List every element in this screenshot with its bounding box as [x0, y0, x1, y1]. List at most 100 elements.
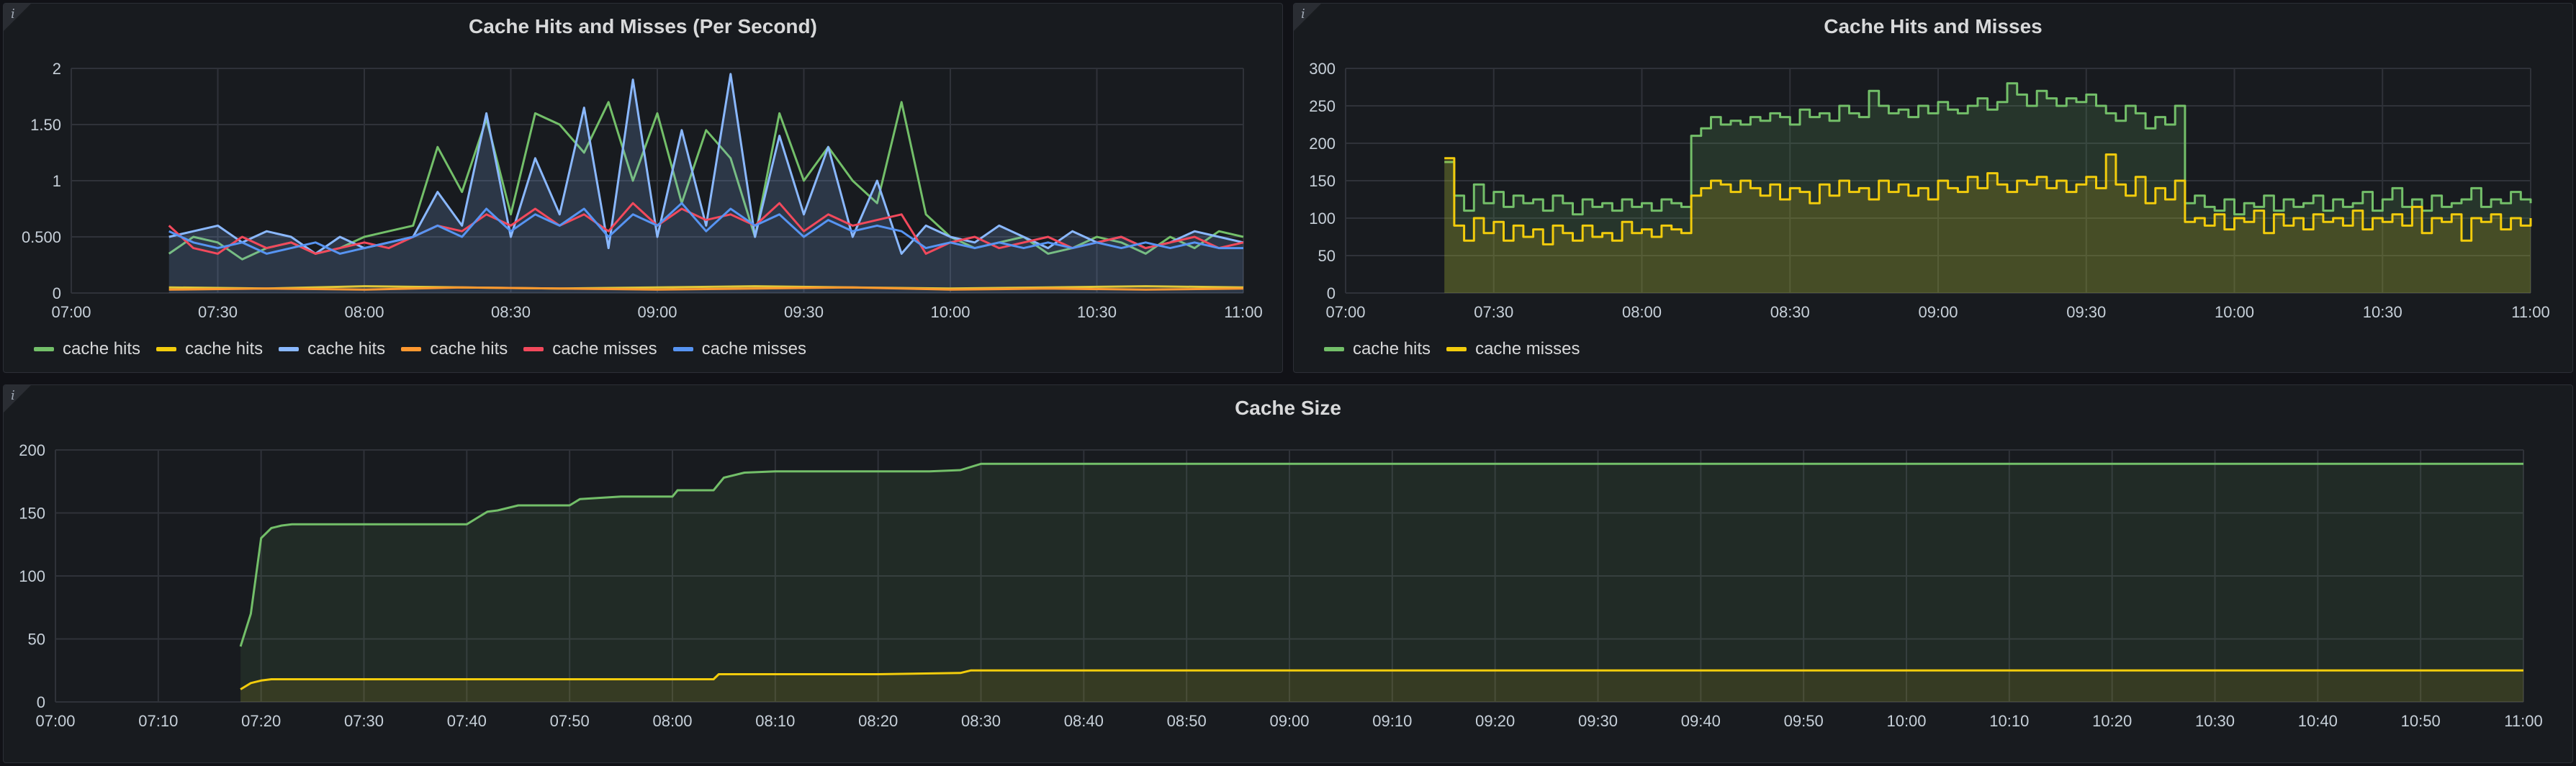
x-tick-label: 10:40 [2298, 712, 2338, 730]
panel-cache-hits-misses: i Cache Hits and Misses 0 50 100 150 200 250 3… [1293, 3, 2573, 373]
x-tick-label: 08:50 [1167, 712, 1207, 730]
x-tick-label: 07:20 [241, 712, 281, 730]
series-line[interactable] [240, 669, 2523, 690]
legend-label: cache misses [552, 339, 657, 359]
legend-swatch [1446, 347, 1467, 351]
x-tick-label: 10:00 [1886, 712, 1926, 730]
legend-item[interactable]: cache misses [1446, 339, 1580, 359]
x-tick-label: 08:00 [652, 712, 692, 730]
y-tick-label: 300 [1309, 60, 1336, 78]
y-tick-label: 2 [53, 60, 61, 78]
legend-item[interactable]: cache misses [523, 339, 657, 359]
series-line[interactable] [1444, 82, 2532, 216]
legend-label: cache misses [1475, 339, 1580, 359]
x-tick-label: 07:00 [1325, 303, 1365, 321]
legend-item[interactable]: cache hits [279, 339, 385, 359]
info-icon[interactable]: i [11, 388, 15, 403]
x-tick-label: 11:00 [2504, 712, 2542, 730]
x-tick-label: 07:30 [1474, 303, 1513, 321]
legend-item[interactable]: cache hits [1324, 339, 1431, 359]
series-line[interactable] [239, 462, 2523, 647]
legend-item[interactable]: cache misses [672, 339, 807, 359]
legend-item[interactable]: cache hits [401, 339, 508, 359]
x-tick-label: 09:00 [1269, 712, 1309, 730]
info-icon[interactable]: i [1301, 6, 1305, 22]
x-tick-label: 07:50 [550, 712, 590, 730]
x-tick-label: 08:40 [1064, 712, 1104, 730]
x-tick-label: 10:10 [1989, 712, 2029, 730]
series-line[interactable] [168, 202, 1244, 255]
legend-label: cache hits [63, 339, 141, 359]
x-tick-label: 07:30 [344, 712, 384, 730]
info-corner[interactable] [4, 4, 31, 31]
series-area [168, 73, 1244, 294]
x-tick-label: 10:20 [2092, 712, 2132, 730]
legend-item[interactable]: cache hits [156, 339, 263, 359]
y-tick-label: 1 [53, 172, 61, 190]
panel-title: Cache Hits and Misses (Per Second) [469, 15, 817, 37]
legend-label: cache misses [701, 339, 807, 359]
legend: cache hits cache hits cache hits cache hits… [34, 339, 806, 359]
series-line[interactable] [168, 286, 1244, 291]
x-tick-label: 10:50 [2401, 712, 2441, 730]
legend-swatch [672, 347, 693, 351]
x-tick-label: 08:30 [961, 712, 1001, 730]
info-icon[interactable]: i [11, 6, 15, 22]
legend: cache hits cache misses [1324, 339, 1580, 359]
x-tick-label: 10:30 [1077, 303, 1117, 321]
chart-cache-hits-per-second: 0 0.500 1 1.50 2 07:00 07:30 08:00 08:30 09:00 09:… [22, 60, 1263, 321]
series-line[interactable] [1444, 153, 2532, 245]
x-tick-label: 09:50 [1784, 712, 1824, 730]
x-tick-label: 09:20 [1475, 712, 1515, 730]
series-area [1444, 154, 2531, 293]
x-tick-label: 09:30 [784, 303, 824, 321]
y-tick-label: 0 [1327, 284, 1336, 302]
panel-title: Cache Hits and Misses [1824, 15, 2043, 37]
legend-swatch [279, 347, 300, 351]
legend-label: cache hits [1353, 339, 1431, 359]
legend-swatch [34, 347, 54, 351]
x-tick-label: 07:00 [51, 303, 91, 321]
x-tick-label: 08:30 [1770, 303, 1810, 321]
legend-label: cache hits [185, 339, 264, 359]
x-tick-label: 08:30 [491, 303, 531, 321]
chart-cache-size: 0 50 100 150 200 07:00 07:10 07:20 07:30 07:40 07:… [19, 441, 2542, 730]
y-tick-label: 100 [19, 567, 45, 585]
x-tick-label: 10:00 [2215, 303, 2254, 321]
x-tick-label: 09:40 [1681, 712, 1721, 730]
x-tick-label: 09:00 [637, 303, 677, 321]
series-line[interactable] [168, 285, 1244, 290]
info-corner[interactable] [4, 385, 31, 413]
legend-swatch [156, 347, 177, 351]
info-corner[interactable] [1294, 4, 1321, 31]
x-tick-label: 08:20 [858, 712, 898, 730]
series-line[interactable] [168, 101, 1244, 261]
series-area [240, 670, 2523, 702]
y-tick-label: 0 [53, 284, 61, 302]
legend-swatch [401, 347, 422, 351]
x-tick-label: 08:00 [344, 303, 384, 321]
x-tick-label: 09:30 [1578, 712, 1618, 730]
y-tick-label: 0 [37, 693, 45, 711]
x-tick-label: 09:30 [2066, 303, 2106, 321]
legend-label: cache hits [307, 339, 386, 359]
legend-item[interactable]: cache hits [34, 339, 140, 359]
legend-swatch [1324, 347, 1344, 351]
legend-label: cache hits [430, 339, 508, 359]
y-tick-label: 250 [1309, 97, 1336, 115]
panel-title: Cache Size [1235, 397, 1341, 419]
x-tick-label: 07:00 [35, 712, 75, 730]
x-tick-label: 07:10 [138, 712, 178, 730]
x-tick-label: 11:00 [1224, 303, 1262, 321]
y-tick-label: 150 [19, 505, 45, 523]
x-tick-label: 09:10 [1372, 712, 1412, 730]
y-tick-label: 200 [19, 441, 45, 459]
x-tick-label: 08:00 [1622, 303, 1662, 321]
y-tick-label: 1.50 [30, 116, 61, 134]
series-line[interactable] [168, 202, 1243, 255]
panel-cache-hits-misses-per-second: i Cache Hits and Misses (Per Second) 0 0.… [3, 3, 1283, 373]
chart-cache-hits-misses: 0 50 100 150 200 250 300 07:00 07:30 08:00 08:30 09… [1309, 60, 2549, 321]
x-tick-label: 07:30 [198, 303, 238, 321]
series-line[interactable] [168, 73, 1244, 255]
y-tick-label: 50 [1318, 247, 1336, 265]
